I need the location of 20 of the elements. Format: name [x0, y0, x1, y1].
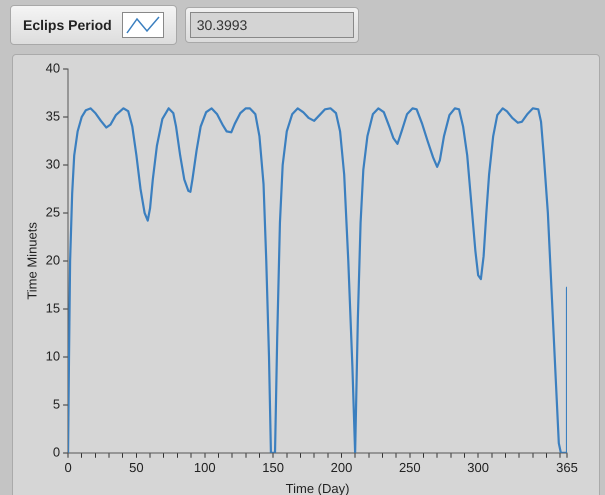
y-tick-label: 20: [46, 252, 60, 268]
x-tick-label: 250: [398, 460, 421, 476]
x-tick-label: 100: [194, 460, 216, 476]
x-tick-label: 365: [556, 460, 578, 476]
y-tick-label: 10: [46, 348, 60, 364]
y-tick-label: 35: [46, 108, 60, 124]
y-tick-label: 0: [52, 444, 60, 460]
y-tick-label: 40: [46, 60, 60, 76]
y-tick-label: 25: [46, 204, 60, 220]
y-tick-label: 5: [52, 396, 60, 412]
text: 30.3993: [190, 12, 354, 38]
x-tick-label: 0: [64, 460, 72, 476]
x-tick-label: 300: [467, 460, 489, 476]
x-tick-label: 150: [262, 460, 284, 476]
y-axis-title: Time Minuets: [24, 222, 40, 300]
y-tick-label: 30: [46, 156, 60, 172]
x-tick-label: 50: [129, 460, 144, 476]
x-tick-label: 200: [330, 460, 352, 476]
legend-label: Eclips Period: [23, 17, 112, 33]
y-tick-label: 15: [46, 300, 60, 316]
